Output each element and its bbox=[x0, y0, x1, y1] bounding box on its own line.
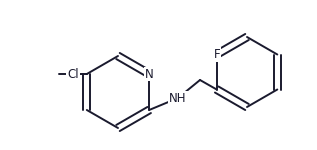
Text: Cl: Cl bbox=[67, 68, 79, 81]
Text: NH: NH bbox=[169, 92, 187, 105]
Text: F: F bbox=[213, 48, 220, 61]
Text: N: N bbox=[145, 68, 153, 81]
